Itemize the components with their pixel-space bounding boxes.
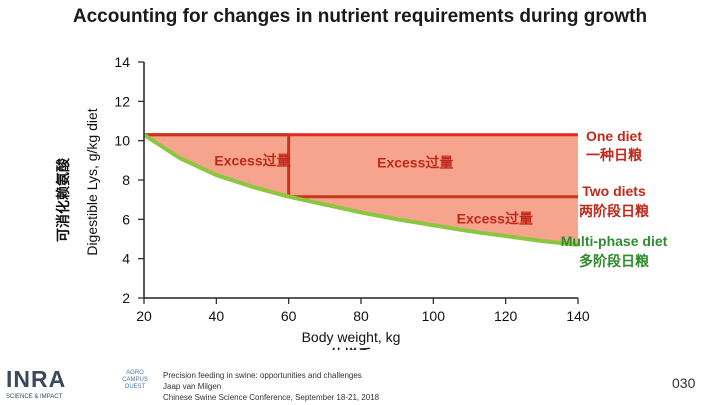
series-label-cn: 多阶段日粮 xyxy=(579,253,650,269)
x-tick-label: 120 xyxy=(494,308,518,324)
series-line xyxy=(144,133,578,199)
agrocampus-logo: AGRO CAMPUS OUEST xyxy=(122,370,148,390)
excess-annotation: Excess过量 xyxy=(214,152,290,168)
x-axis-label: Body weight, kg xyxy=(302,329,401,345)
series-label-cn: 两阶段日粮 xyxy=(579,203,650,219)
citation: Precision feeding in swine: opportunitie… xyxy=(163,370,379,403)
footer xyxy=(0,350,720,405)
excess-annotation: Excess过量 xyxy=(377,154,453,170)
series-label-cn: 一种日粮 xyxy=(586,147,643,163)
y-tick-label: 12 xyxy=(114,93,130,109)
x-tick-label: 100 xyxy=(422,308,446,324)
page-number: 030 xyxy=(672,375,696,391)
x-tick-label: 80 xyxy=(353,308,369,324)
y-tick-label: 14 xyxy=(114,54,130,70)
x-tick-label: 140 xyxy=(566,308,590,324)
series-label: One diet xyxy=(586,128,642,144)
citation-line: Chinese Swine Science Conference, Septem… xyxy=(163,393,380,402)
y-tick-label: 8 xyxy=(122,172,130,188)
y-tick-label: 4 xyxy=(122,251,130,267)
page-title: Accounting for changes in nutrient requi… xyxy=(72,6,648,27)
excess-area xyxy=(144,134,578,245)
x-tick-label: 60 xyxy=(281,308,297,324)
excess-annotation: Excess过量 xyxy=(457,210,533,226)
series-label: Two diets xyxy=(582,183,646,199)
y-tick-label: 10 xyxy=(114,133,130,149)
series-line xyxy=(142,133,579,247)
inra-logo-subtitle: SCIENCE & IMPACT xyxy=(6,394,63,400)
citation-line: Precision feeding in swine: opportunitie… xyxy=(163,371,362,380)
inra-logo: INRA xyxy=(6,366,67,392)
y-tick-label: 6 xyxy=(122,211,130,227)
citation-line: Jaap van Milgen xyxy=(163,382,222,391)
x-tick-label: 40 xyxy=(209,308,225,324)
y-tick-label: 2 xyxy=(122,290,130,306)
x-tick-label: 20 xyxy=(136,308,152,324)
series-label: Multi-phase diet xyxy=(561,233,668,249)
